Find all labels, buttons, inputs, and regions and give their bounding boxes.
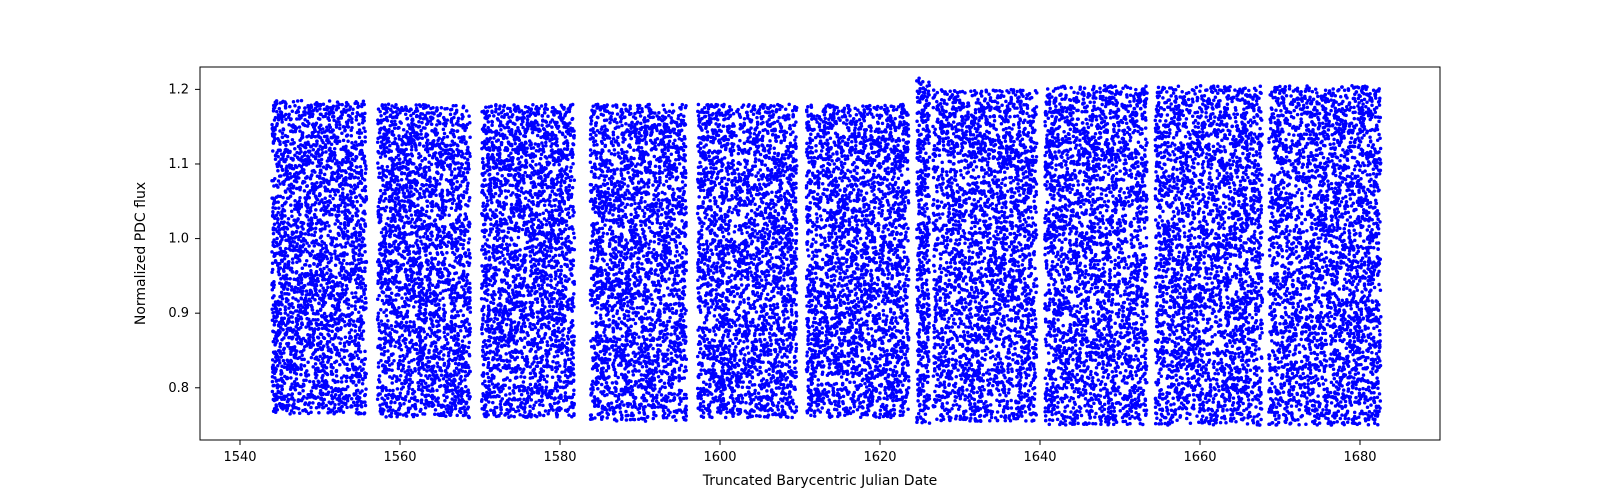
ytick-label: 1.2 bbox=[168, 82, 189, 97]
xtick-label: 1560 bbox=[383, 450, 416, 465]
y-axis-label: Normalized PDC flux bbox=[133, 182, 149, 325]
xtick-label: 1540 bbox=[223, 450, 256, 465]
x-axis-label: Truncated Barycentric Julian Date bbox=[702, 473, 938, 489]
figure-bg bbox=[0, 0, 1600, 500]
chart-svg: 1540 1560 1580 1600 1620 1640 1660 1680 0.8 0.9 1.… bbox=[0, 0, 1600, 500]
figure: 1540 1560 1580 1600 1620 1640 1660 1680 0.8 0.9 1.… bbox=[0, 0, 1600, 500]
xtick-label: 1640 bbox=[1023, 450, 1056, 465]
ytick-label: 1.0 bbox=[168, 232, 189, 247]
xtick-label: 1680 bbox=[1343, 450, 1376, 465]
ytick-label: 0.9 bbox=[168, 306, 189, 321]
ytick-label: 0.8 bbox=[168, 381, 189, 396]
xtick-label: 1600 bbox=[703, 450, 736, 465]
xtick-label: 1660 bbox=[1183, 450, 1216, 465]
ytick-label: 1.1 bbox=[168, 157, 189, 172]
xtick-label: 1620 bbox=[863, 450, 896, 465]
xtick-label: 1580 bbox=[543, 450, 576, 465]
